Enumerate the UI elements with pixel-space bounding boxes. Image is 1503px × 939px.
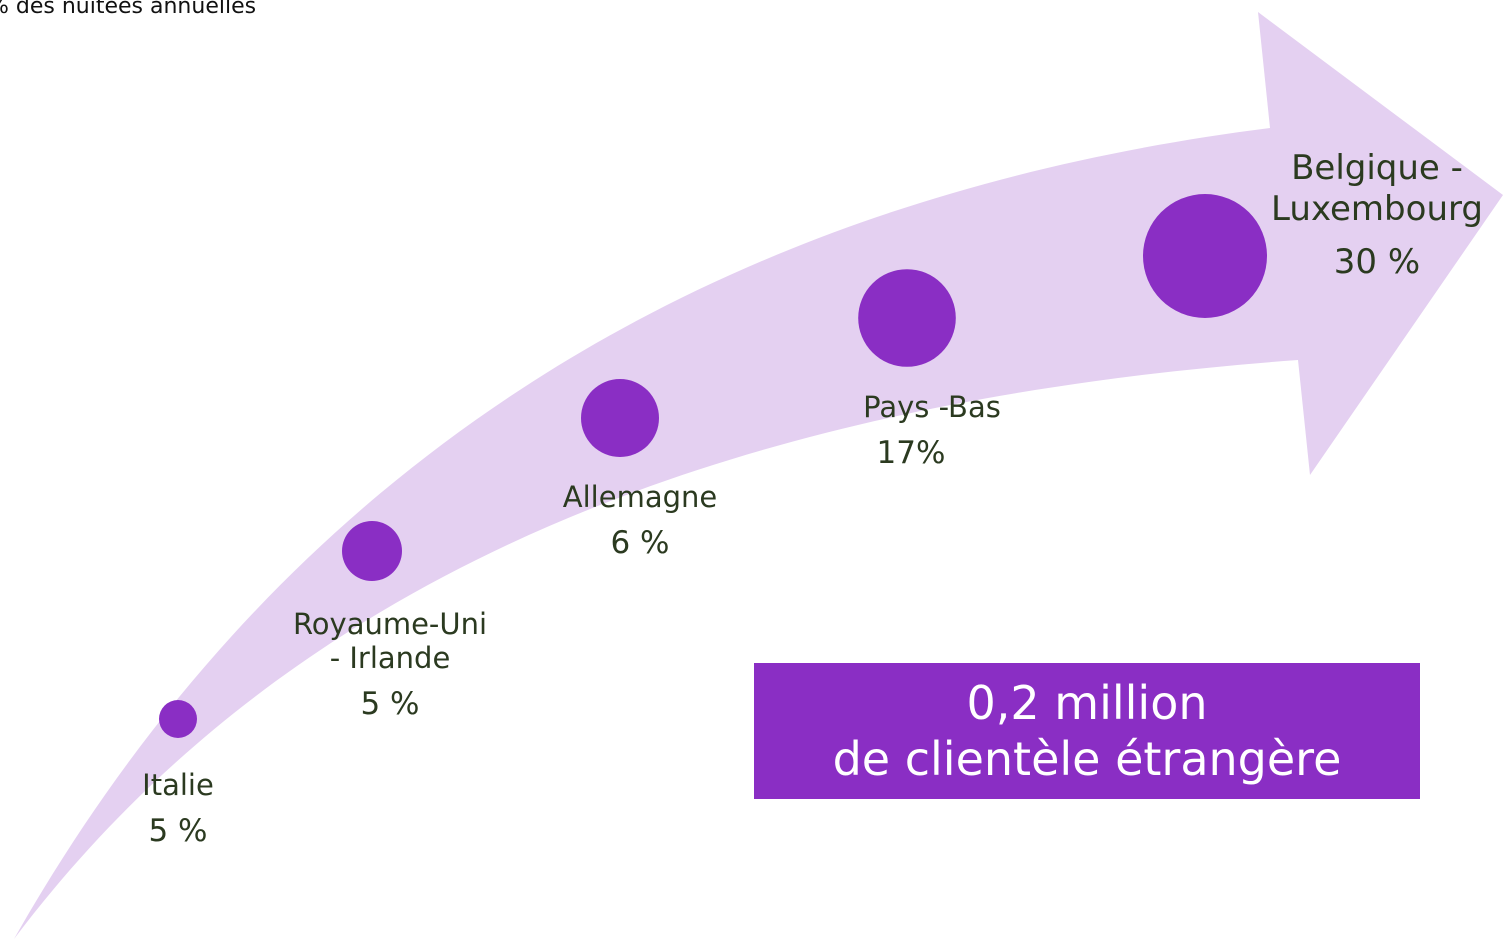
value-label: 6 % bbox=[610, 525, 670, 561]
value-label: 5 % bbox=[148, 813, 208, 849]
country-name-line: Allemagne bbox=[562, 480, 718, 514]
bubble-pays-bas bbox=[858, 269, 956, 367]
banner-line-2: de clientèle étrangère bbox=[832, 732, 1342, 786]
country-name-line: Luxembourg bbox=[1271, 189, 1483, 229]
chart-caption: % des nuitées annuelles bbox=[0, 0, 257, 19]
total-banner: 0,2 million de clientèle étrangère bbox=[754, 663, 1420, 799]
banner-line-1: 0,2 million bbox=[966, 676, 1208, 730]
bubble-royaume-uni-irlande bbox=[342, 521, 402, 581]
bubble-layer bbox=[159, 194, 1267, 738]
country-name-line: Belgique - bbox=[1291, 148, 1463, 188]
value-label: 30 % bbox=[1333, 242, 1421, 282]
growth-arrow bbox=[14, 12, 1503, 939]
value-label: 5 % bbox=[360, 686, 420, 722]
bubble-belgique-luxembourg bbox=[1143, 194, 1267, 318]
country-name-line: Royaume-Uni bbox=[292, 607, 488, 641]
label-allemagne: Allemagne 6 % bbox=[563, 480, 717, 560]
label-italie: Italie 5 % bbox=[142, 768, 214, 848]
label-belgique-luxembourg: Belgique - Luxembourg 30 % bbox=[1271, 148, 1483, 283]
bubble-allemagne bbox=[581, 379, 659, 457]
bubble-italie bbox=[159, 700, 197, 738]
label-pays-bas: Pays -Bas 17% bbox=[863, 390, 1001, 470]
country-name-line: Italie bbox=[142, 768, 214, 802]
label-royaume-uni-irlande: Royaume-Uni - Irlande 5 % bbox=[293, 607, 487, 721]
country-name-line: - Irlande bbox=[329, 641, 451, 675]
value-label: 17% bbox=[876, 435, 946, 471]
country-name-line: Pays -Bas bbox=[863, 390, 1001, 424]
